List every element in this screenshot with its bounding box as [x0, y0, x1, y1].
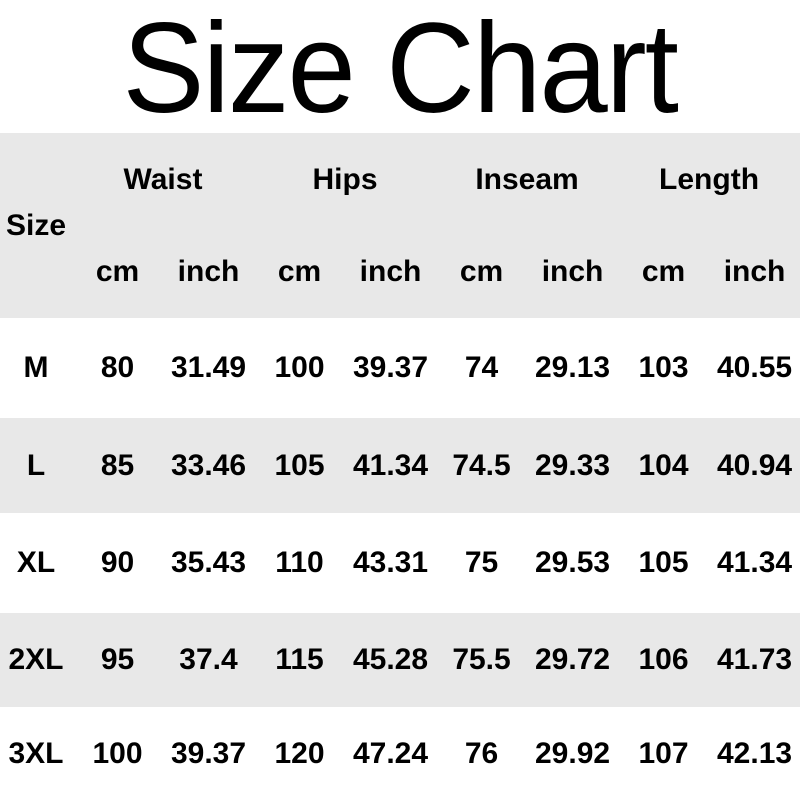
value-cell: 110 [275, 546, 324, 579]
table-row-xl: XL 90 35.43 110 43.31 75 29.53 105 41.34 [0, 513, 800, 613]
value-cell: 105 [638, 546, 689, 579]
value-cell: 75 [464, 546, 499, 579]
group-header-hips: Hips [312, 162, 378, 196]
size-cell: 2XL [8, 643, 64, 676]
table-row-l: L 85 33.46 105 41.34 74.5 29.33 104 40.9… [0, 418, 800, 513]
value-cell: 29.72 [534, 643, 611, 676]
value-cell: 106 [638, 643, 689, 676]
unit-header-inseam-cm: cm [459, 255, 504, 288]
value-cell: 90 [100, 546, 135, 579]
value-cell: 115 [275, 643, 324, 676]
value-cell: 80 [100, 351, 135, 384]
value-cell: 105 [274, 448, 325, 482]
value-cell: 95 [100, 643, 135, 676]
table-header-group-row: Size Waist Hips Inseam Length [0, 133, 800, 242]
value-cell: 120 [274, 736, 325, 770]
value-cell: 37.4 [179, 643, 238, 676]
size-cell: XL [16, 546, 56, 579]
value-cell: 47.24 [352, 736, 429, 770]
unit-header-length-cm: cm [641, 255, 686, 288]
value-cell: 40.94 [717, 448, 793, 482]
size-cell: L [26, 448, 46, 482]
value-cell: 41.34 [352, 448, 429, 482]
value-cell: 45.28 [352, 643, 429, 676]
value-cell: 41.34 [717, 546, 793, 579]
group-header-waist: Waist [123, 162, 203, 196]
value-cell: 39.37 [352, 351, 429, 384]
value-cell: 76 [464, 736, 499, 770]
value-cell: 74 [464, 351, 499, 384]
unit-header-hips-inch: inch [359, 255, 422, 288]
value-cell: 33.46 [170, 448, 247, 482]
table-row-2xl: 2XL 95 37.4 115 45.28 75.5 29.72 106 41.… [0, 613, 800, 707]
value-cell: 75.5 [452, 643, 511, 676]
value-cell: 29.53 [534, 546, 611, 579]
size-column-header: Size [5, 208, 67, 242]
value-cell: 100 [92, 736, 143, 770]
value-cell: 74.5 [452, 448, 511, 482]
size-table: Size Waist Hips Inseam Length cm inch cm… [0, 133, 800, 800]
value-cell: 43.31 [352, 546, 429, 579]
value-cell: 107 [638, 736, 689, 770]
table-header-units-row: cm inch cm inch cm inch cm inch [0, 226, 800, 318]
value-cell: 29.33 [534, 448, 611, 482]
value-cell: 35.43 [170, 546, 247, 579]
title-block: Size Chart [0, 0, 800, 133]
value-cell: 100 [274, 351, 325, 384]
unit-header-waist-inch: inch [177, 255, 240, 288]
value-cell: 40.55 [717, 351, 793, 384]
value-cell: 39.37 [170, 736, 247, 770]
unit-header-inseam-inch: inch [541, 255, 604, 288]
value-cell: 29.92 [534, 736, 611, 770]
unit-header-waist-cm: cm [95, 255, 140, 288]
unit-header-length-inch: inch [723, 255, 786, 288]
value-cell: 42.13 [717, 736, 793, 770]
table-row-3xl: 3XL 100 39.37 120 47.24 76 29.92 107 42.… [0, 707, 800, 800]
group-header-length: Length [659, 162, 760, 196]
value-cell: 41.73 [717, 643, 793, 676]
value-cell: 85 [100, 448, 135, 482]
table-row-m: M 80 31.49 100 39.37 74 29.13 103 40.55 [0, 318, 800, 418]
unit-header-hips-cm: cm [277, 255, 322, 288]
size-cell: M [23, 351, 49, 384]
size-cell: 3XL [8, 736, 64, 770]
group-header-inseam: Inseam [475, 162, 579, 196]
value-cell: 31.49 [170, 351, 247, 384]
value-cell: 104 [638, 448, 689, 482]
page-title: Size Chart [122, 0, 679, 133]
value-cell: 29.13 [534, 351, 611, 384]
value-cell: 103 [638, 351, 689, 384]
